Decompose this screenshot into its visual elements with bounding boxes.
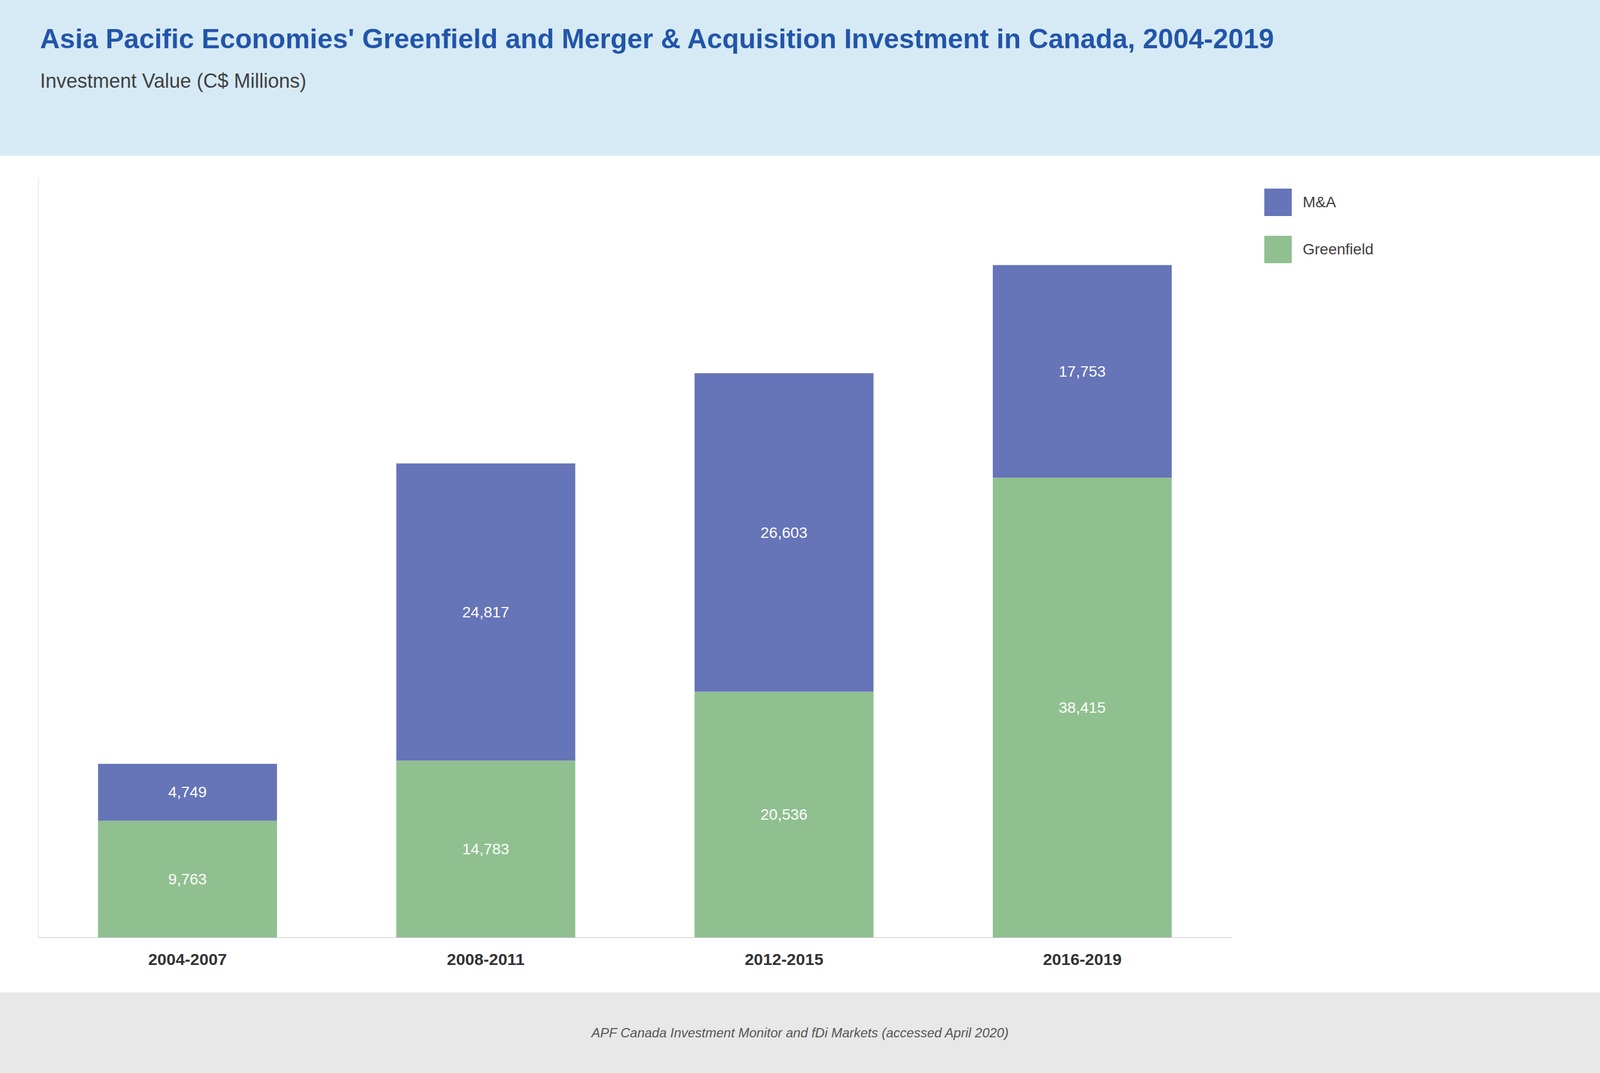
header: Asia Pacific Economies' Greenfield and M… [0,0,1600,156]
data-labels: 9,763 14,783 20,536 38,415 4,749 24,817 26,603… [168,363,1106,889]
data-label: 26,603 [760,524,808,542]
bar-segment [992,477,1172,938]
bars [98,264,1173,938]
data-label: 14,783 [462,840,510,858]
baseline [38,937,1232,939]
legend-item: M&A [1264,188,1579,217]
bar-segment [694,692,874,938]
legend-label: Greenfield [1302,240,1374,259]
data-label: 24,817 [462,603,510,621]
x-tick-label: 2012-2015 [744,950,824,969]
bar-segment [694,373,874,693]
bar-segment [992,264,1172,478]
source-note: APF Canada Investment Monitor and fDi Ma… [591,1025,1009,1042]
data-label: 17,753 [1058,363,1106,381]
chart-area: 9,763 14,783 20,536 38,415 4,749 24,817 26,603… [0,155,1248,993]
x-tick-label: 2016-2019 [1042,950,1122,969]
legend-label: M&A [1302,193,1337,212]
plot: 9,763 14,783 20,536 38,415 4,749 24,817 26,603… [38,177,1232,969]
data-label: 9,763 [168,871,207,889]
main-area: 9,763 14,783 20,536 38,415 4,749 24,817 26,603… [0,155,1600,993]
legend-swatch [1264,235,1292,264]
title: Asia Pacific Economies' Greenfield and M… [40,21,1560,57]
footer: APF Canada Investment Monitor and fDi Ma… [0,992,1600,1073]
legend: M&A Greenfield [1247,155,1600,993]
data-label: 20,536 [760,806,808,824]
x-tick-label: 2008-2011 [447,950,525,969]
bar-segment [98,821,277,938]
bar-segment [396,760,576,938]
subtitle: Investment Value (C$ Millions) [40,69,1560,93]
bar-segment [98,764,277,822]
legend-swatch [1264,188,1292,217]
chart-svg: 9,763 14,783 20,536 38,415 4,749 24,817 26,603… [0,155,1248,993]
y-axis-line [38,177,39,938]
legend-item: Greenfield [1264,235,1579,264]
page: {"chart_data": { "type": "bar", "stacked… [0,0,1600,1073]
data-label: 4,749 [168,783,207,801]
data-label: 38,415 [1058,699,1106,717]
x-tick-label: 2004-2007 [148,950,227,969]
bar-segment [396,463,576,761]
